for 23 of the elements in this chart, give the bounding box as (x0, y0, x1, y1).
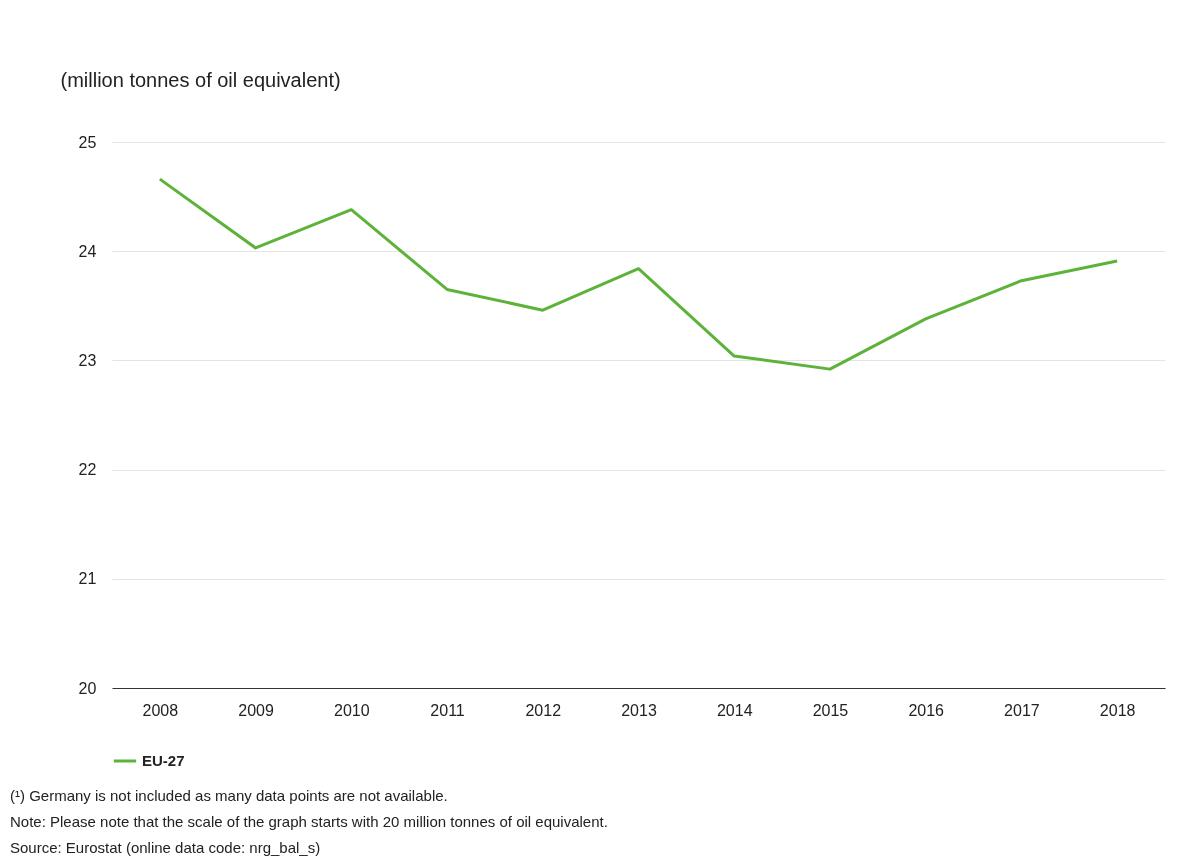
source-note: Source: Eurostat (online data code: nrg_bal_s) (10, 839, 321, 856)
x-tick-label: 2010 (334, 701, 370, 719)
y-tick-label: 25 (78, 133, 97, 151)
x-tick-label: 2011 (430, 701, 465, 719)
x-tick-label: 2012 (525, 701, 562, 719)
x-tick-label: 2018 (1099, 701, 1136, 719)
y-tick-label: 21 (78, 570, 97, 588)
line-series (158, 177, 1119, 371)
legend-label: EU-27 (142, 752, 185, 769)
x-tick-label: 2014 (716, 701, 753, 719)
x-tick-label: 2009 (238, 701, 274, 719)
x-tick-label: 2008 (142, 701, 179, 719)
y-tick-label: 23 (78, 351, 97, 369)
x-tick-label: 2016 (908, 701, 945, 719)
y-axis-title: (million tonnes of oil equivalent) (60, 68, 341, 91)
x-tick-label: 2013 (621, 701, 657, 719)
y-tick-label: 24 (78, 242, 97, 260)
x-tick-label: 2017 (1004, 701, 1040, 719)
y-tick-label: 20 (78, 679, 97, 697)
y-tick-label: 22 (78, 461, 97, 479)
text: Note: Please note that the scale of the graph starts with 20 million tonnes of oil equivalent. (10, 813, 608, 830)
x-tick-label: 2015 (812, 701, 849, 719)
text: (¹) Germany is not included as many data points are not available. (10, 787, 448, 804)
